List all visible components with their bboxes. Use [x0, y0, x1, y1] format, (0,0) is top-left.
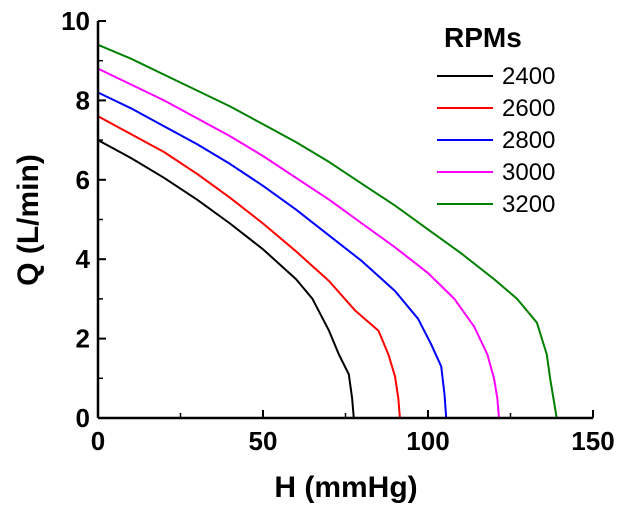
series-layer [97, 43, 558, 419]
x-tick-label: 100 [406, 426, 449, 456]
legend-label-2800: 2800 [502, 127, 555, 154]
legend-label-2600: 2600 [502, 95, 555, 122]
y-tick-label: 2 [76, 324, 90, 354]
legend-label-3000: 3000 [502, 159, 555, 186]
y-axis-title: Q (L/min) [12, 154, 45, 286]
y-tick-label: 10 [61, 6, 90, 36]
series-line-2800 [97, 91, 448, 419]
y-tick-label: 8 [76, 85, 90, 115]
x-tick-label: 150 [571, 426, 614, 456]
x-tick-label: 50 [249, 426, 278, 456]
y-tick-label: 0 [76, 403, 90, 433]
series-line-3200 [97, 43, 558, 419]
series-line-2400 [97, 139, 355, 419]
y-tick-label: 4 [76, 244, 91, 274]
x-axis-title: H (mmHg) [274, 471, 417, 504]
x-tick-label: 0 [91, 426, 105, 456]
series-line-2600 [97, 115, 401, 419]
legend-label-3200: 3200 [502, 191, 555, 218]
y-tick-label: 6 [76, 165, 90, 195]
legend: 2400 2600 2800 3000 3200 [437, 63, 555, 218]
legend-label-2400: 2400 [502, 63, 555, 90]
legend-title: RPMs [444, 22, 522, 53]
axes-layer: 0 50 100 150 0 2 4 6 8 10 [61, 6, 615, 456]
series-line-3000 [97, 67, 500, 419]
